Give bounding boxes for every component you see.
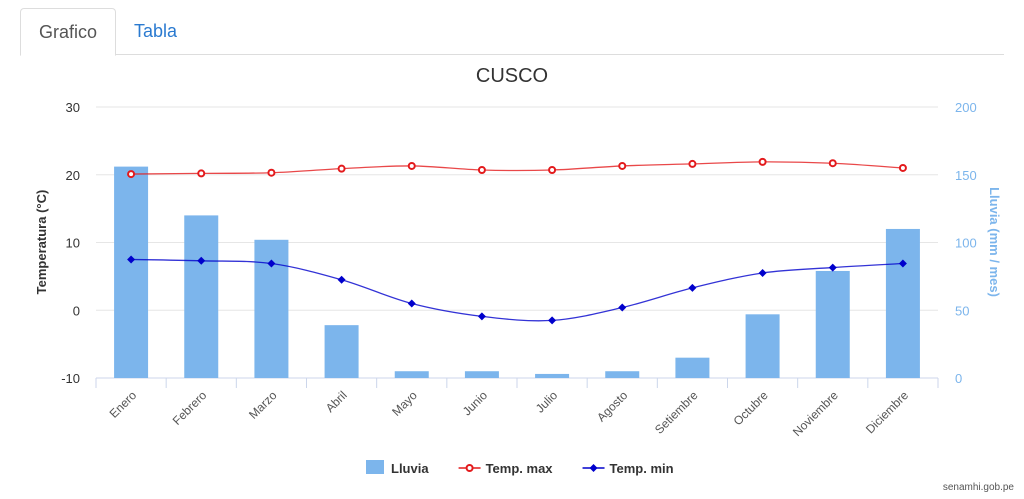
x-tick-label: Octubre — [731, 388, 771, 428]
marker-temp-min — [828, 263, 837, 272]
marker-temp-max — [407, 161, 416, 170]
marker-temp-max — [477, 166, 486, 175]
line-temp-max — [131, 161, 903, 175]
y-left-tick-label: 30 — [66, 100, 80, 115]
y-left-tick-label: 10 — [66, 236, 80, 251]
bar-lluvia — [464, 371, 499, 378]
marker-temp-min — [898, 259, 907, 268]
legend-item[interactable]: Temp. min — [610, 461, 674, 476]
x-tick-label: Agosto — [594, 388, 631, 425]
marker-temp-max — [618, 161, 627, 170]
marker-temp-min — [267, 259, 276, 268]
y-left-tick-label: 20 — [66, 168, 80, 183]
legend-item[interactable]: Temp. max — [486, 461, 554, 476]
y-right-tick-label: 50 — [955, 303, 969, 318]
tab-bar: Grafico Tabla — [20, 8, 1004, 56]
x-tick-label: Junio — [460, 388, 490, 418]
bar-lluvia — [885, 228, 920, 378]
marker-temp-min — [477, 312, 486, 321]
line-temp-min — [131, 258, 903, 322]
marker-temp-max — [548, 166, 557, 175]
x-tick-label: Julio — [533, 388, 561, 416]
marker-temp-max — [337, 164, 346, 173]
legend-marker — [465, 464, 474, 472]
bar-lluvia — [394, 371, 429, 378]
y-left-tick-label: 0 — [73, 303, 80, 318]
bar-lluvia — [815, 270, 850, 378]
marker-temp-min — [337, 275, 346, 284]
bar-lluvia — [605, 371, 640, 378]
marker-temp-max — [828, 159, 837, 168]
marker-temp-max — [758, 157, 767, 166]
x-tick-label: Febrero — [170, 388, 210, 428]
x-tick-label: Setiembre — [652, 388, 701, 437]
legend-symbol-lluvia — [366, 460, 384, 474]
x-tick-label: Mayo — [389, 388, 420, 419]
y-right-tick-label: 150 — [955, 168, 977, 183]
legend-item[interactable]: Lluvia — [391, 461, 429, 476]
marker-temp-min — [197, 256, 206, 265]
bar-lluvia — [184, 215, 219, 378]
bar-lluvia — [535, 373, 570, 378]
x-tick-label: Marzo — [246, 388, 280, 422]
bar-lluvia — [675, 357, 710, 378]
marker-temp-min — [758, 268, 767, 277]
y-right-tick-label: 200 — [955, 100, 977, 115]
y-right-tick-label: 100 — [955, 236, 977, 251]
marker-temp-max — [197, 169, 206, 178]
marker-temp-min — [127, 255, 136, 264]
y-right-axis-label: Lluvia (mm / mes) — [987, 187, 1002, 297]
marker-temp-max — [898, 163, 907, 172]
bar-lluvia — [114, 166, 149, 378]
x-tick-label: Noviembre — [790, 388, 841, 439]
marker-temp-min — [688, 283, 697, 292]
marker-temp-min — [407, 299, 416, 308]
legend-marker — [589, 464, 598, 472]
x-tick-label: Enero — [107, 388, 140, 421]
x-tick-label: Abril — [323, 388, 350, 415]
bar-lluvia — [324, 325, 359, 378]
marker-temp-max — [127, 170, 136, 179]
x-tick-label: Diciembre — [863, 388, 911, 436]
bar-lluvia — [745, 314, 780, 378]
chart-title: CUSCO — [476, 65, 548, 87]
marker-temp-min — [618, 303, 627, 312]
tab-tabla[interactable]: Tabla — [134, 21, 178, 41]
y-left-axis-label: Temperatura (°C) — [34, 190, 49, 295]
marker-temp-max — [688, 159, 697, 168]
y-right-tick-label: 0 — [955, 371, 962, 386]
marker-temp-max — [267, 168, 276, 177]
tab-grafico[interactable]: Grafico — [20, 8, 117, 56]
credit-link[interactable]: senamhi.gob.pe — [942, 482, 1014, 493]
y-left-tick-label: -10 — [61, 371, 80, 386]
marker-temp-min — [548, 316, 557, 325]
